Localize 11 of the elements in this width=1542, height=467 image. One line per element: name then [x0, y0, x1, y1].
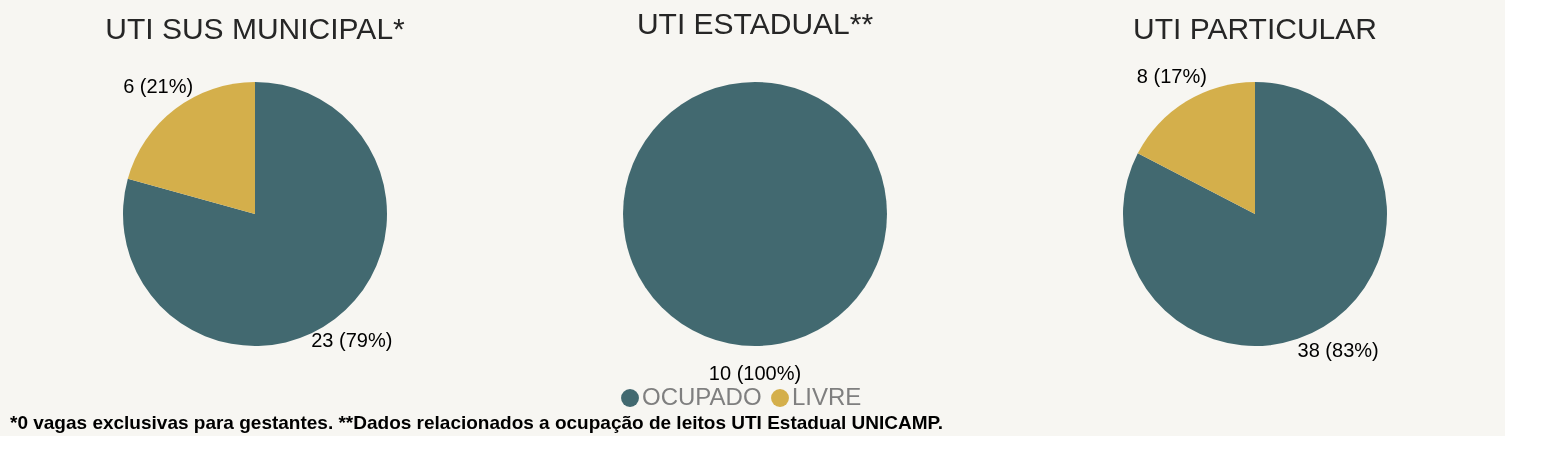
chart-title: UTI PARTICULAR	[1133, 12, 1377, 45]
legend-label: OCUPADO	[642, 383, 762, 410]
data-label: 6 (21%)	[123, 74, 194, 97]
data-label: 8 (17%)	[1136, 65, 1207, 88]
text: *0 vagas exclusivas para gestantes. **Dados relacionados a ocupação de leitos UTI Estadual UNICAMP.	[10, 412, 944, 433]
chart-title: UTI ESTADUAL**	[636, 7, 874, 40]
chart-title: UTI SUS MUNICIPAL*	[105, 12, 406, 45]
data-label: 38 (83%)	[1297, 338, 1379, 361]
legend-label: LIVRE	[792, 383, 862, 410]
data-label: 10 (100%)	[708, 362, 802, 384]
data-label: 23 (79%)	[311, 329, 393, 352]
